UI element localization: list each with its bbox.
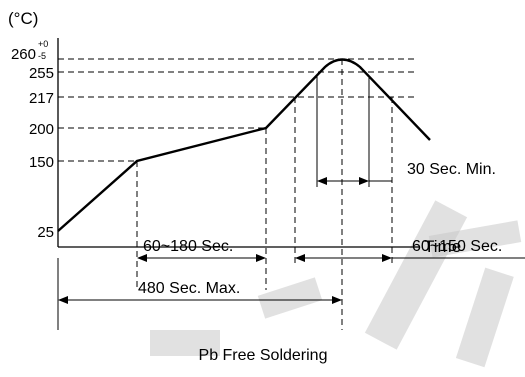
y-tick-label-260-sup: +0 bbox=[38, 39, 48, 49]
annotation-60-180: 60~180 Sec. bbox=[143, 238, 233, 255]
chart-caption: Pb Free Soldering bbox=[199, 347, 328, 364]
annotation-30: 30 Sec. Min. bbox=[407, 161, 496, 178]
y-tick-labels: 25 150 200 217 255 260 +0 -5 bbox=[11, 39, 54, 241]
y-tick-label-260: 260 bbox=[11, 46, 36, 63]
annotation-480: 480 Sec. Max. bbox=[138, 280, 240, 297]
y-tick-label-200: 200 bbox=[29, 121, 54, 138]
y-tick-label-260-sub: -5 bbox=[38, 51, 46, 61]
reflow-profile-line bbox=[57, 58, 431, 232]
y-tick-label-255: 255 bbox=[29, 65, 54, 82]
y-tick-label-217: 217 bbox=[29, 90, 54, 107]
annotation-60-150: 60~150 Sec. bbox=[412, 238, 502, 255]
x-axis-label: Time bbox=[424, 237, 461, 256]
y-tick-label-25: 25 bbox=[37, 224, 54, 241]
y-axis-label: (°C) bbox=[8, 9, 38, 28]
y-tick-label-150: 150 bbox=[29, 154, 54, 171]
time-guides-solid bbox=[57, 76, 370, 330]
temperature-guides bbox=[58, 58, 415, 162]
dimension-arrows bbox=[58, 177, 525, 304]
